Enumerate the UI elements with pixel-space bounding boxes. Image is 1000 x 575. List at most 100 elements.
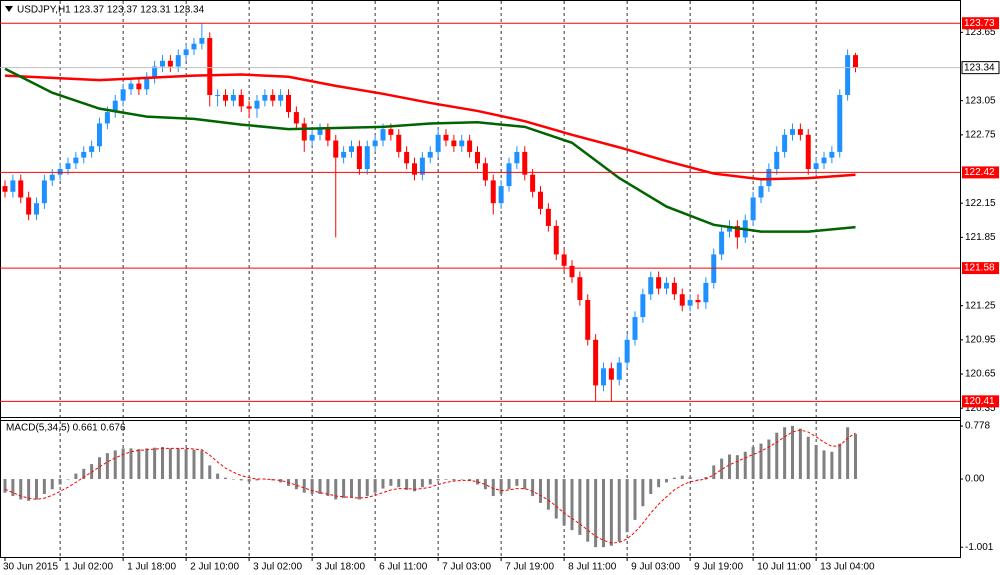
candle-body xyxy=(191,43,197,50)
macd-bar xyxy=(74,473,78,480)
candle-body xyxy=(790,129,795,135)
x-tick-label: 7 Jul 19:00 xyxy=(505,562,554,573)
candle-body xyxy=(451,140,457,147)
macd-bar xyxy=(3,479,7,493)
macd-bar xyxy=(814,444,818,480)
candle-body xyxy=(553,225,559,255)
macd-bar xyxy=(350,479,353,498)
y-tick-label: 120.65 xyxy=(965,369,996,380)
menu-arrow[interactable] xyxy=(5,6,13,12)
candle-body xyxy=(671,282,677,295)
candle-body xyxy=(577,277,583,300)
candle-body xyxy=(2,186,8,192)
macd-bar xyxy=(326,479,330,497)
y-tick-label: 120.35 xyxy=(965,403,996,414)
candle-body xyxy=(482,163,488,181)
candle-body xyxy=(805,134,811,169)
candle-body xyxy=(687,299,693,306)
macd-bar xyxy=(743,451,747,480)
candle-body xyxy=(782,134,788,152)
candle-body xyxy=(853,55,858,68)
macd-bar xyxy=(302,479,306,493)
macd-bar xyxy=(35,479,38,500)
candle-body xyxy=(199,38,205,44)
candle-body xyxy=(522,151,528,175)
y-tick-label: 123.65 xyxy=(965,27,996,38)
candle-body xyxy=(293,112,299,124)
y-tick-label: 120.95 xyxy=(965,334,996,345)
candle-body xyxy=(49,174,55,181)
candle-body xyxy=(215,94,221,96)
macd-bar xyxy=(224,477,227,480)
level-label-box xyxy=(962,17,999,30)
candle-body xyxy=(427,151,433,158)
macd-bar xyxy=(105,453,109,480)
macd-bar xyxy=(90,464,94,480)
candle-body xyxy=(207,38,213,95)
macd-bar xyxy=(657,479,661,488)
candle-body xyxy=(703,282,709,303)
candle-body xyxy=(569,265,575,278)
candle-body xyxy=(144,77,150,90)
moving-average xyxy=(4,67,856,233)
macd-bar xyxy=(192,449,196,480)
x-tick-label: 13 Jul 04:00 xyxy=(820,562,875,573)
macd-bar xyxy=(334,479,338,500)
macd-bar xyxy=(294,479,298,490)
y-tick-label: 122.15 xyxy=(965,198,996,209)
signal-line xyxy=(4,429,856,544)
candle-body xyxy=(545,208,551,226)
candle-body xyxy=(719,231,725,255)
candle-body xyxy=(325,129,331,141)
macd-bar xyxy=(523,479,527,490)
candle-body xyxy=(766,169,772,187)
candle-body xyxy=(183,49,189,56)
candle-body xyxy=(120,89,126,101)
candle-body xyxy=(561,254,567,266)
candle-body xyxy=(498,186,504,204)
current-price-box xyxy=(961,61,1000,75)
x-tick-label: 8 Jul 11:00 xyxy=(568,562,617,573)
candle-body xyxy=(774,151,780,169)
y-tick-label: 121.25 xyxy=(965,300,996,311)
macd-bar xyxy=(176,448,180,480)
level-label-box xyxy=(962,395,999,408)
macd-bar xyxy=(491,479,495,497)
candle-body xyxy=(695,299,701,303)
candle-body xyxy=(246,106,252,109)
indicator-title: MACD(5,34,5) 0.661 0.676 xyxy=(6,423,126,434)
macd-bar xyxy=(775,432,779,480)
macd-bar xyxy=(342,479,346,499)
x-tick-label: 3 Jul 02:00 xyxy=(253,562,302,573)
candle-body xyxy=(593,339,599,386)
macd-bar xyxy=(625,479,629,533)
macd-bar xyxy=(483,479,487,490)
x-tick-label: 9 Jul 03:00 xyxy=(631,562,680,573)
candle-body xyxy=(530,174,536,192)
macd-bar xyxy=(452,479,456,481)
macd-bar xyxy=(231,479,235,480)
macd-bar xyxy=(428,479,432,485)
macd-bar xyxy=(381,479,385,489)
candle-body xyxy=(632,317,638,340)
candle-body xyxy=(624,339,630,363)
candle-body xyxy=(89,146,95,152)
level-label-box xyxy=(962,166,999,179)
x-tick-label: 1 Jul 18:00 xyxy=(127,562,176,573)
candle-body xyxy=(128,83,134,90)
macd-bar xyxy=(507,479,511,490)
macd-bar xyxy=(239,479,243,481)
candle-body xyxy=(286,94,291,113)
candle-body xyxy=(490,180,496,204)
macd-bar xyxy=(50,479,54,490)
y-tick-label: 0.778 xyxy=(965,421,990,432)
candle-body xyxy=(412,163,417,175)
x-tick-label: 10 Jul 11:00 xyxy=(757,562,811,573)
chart-title: USDJPY,H1 123.37 123.37 123.31 123.34 xyxy=(17,5,205,16)
macd-bar xyxy=(704,476,708,480)
candle-body xyxy=(57,169,63,175)
y-tick-label: 122.75 xyxy=(965,129,996,140)
macd-bar xyxy=(397,479,401,488)
macd-bar xyxy=(255,479,259,481)
candle-body xyxy=(65,163,71,169)
